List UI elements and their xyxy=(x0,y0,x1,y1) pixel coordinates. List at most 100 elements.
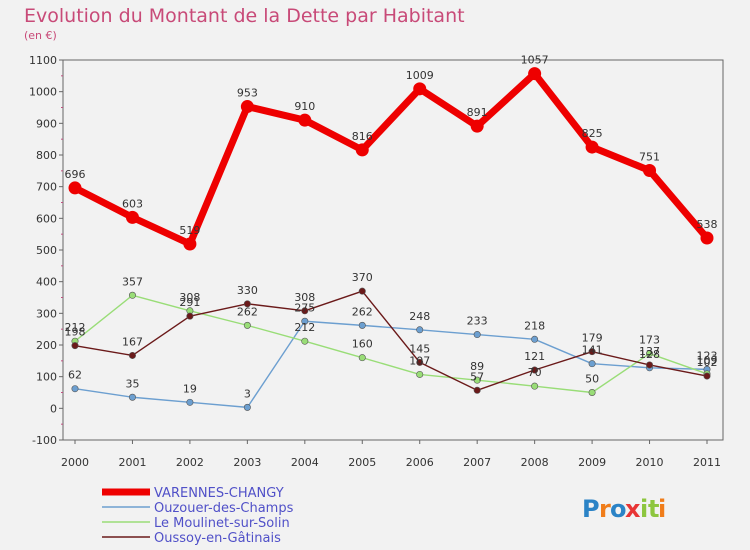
logo-letter: i xyxy=(658,495,666,523)
data-point xyxy=(301,307,309,315)
data-point xyxy=(416,326,424,334)
series-line xyxy=(71,70,711,248)
y-tick-label: 0 xyxy=(50,402,57,415)
data-label: 275 xyxy=(294,301,315,314)
data-point xyxy=(473,386,481,394)
data-label: 62 xyxy=(68,369,82,382)
series-2 xyxy=(71,291,711,396)
data-point xyxy=(643,164,657,178)
data-point xyxy=(358,354,366,362)
y-tick-label: 900 xyxy=(36,117,57,130)
logo-letter: i xyxy=(640,495,648,523)
data-label: 519 xyxy=(179,224,200,237)
series-0 xyxy=(68,67,714,251)
data-labels-layer: 62 35 19 3 275 262 248 233 218 141 128 123 212 357 308… xyxy=(65,54,718,401)
data-point xyxy=(301,317,309,325)
data-point xyxy=(646,361,654,369)
y-tick-label: 700 xyxy=(36,181,57,194)
data-label: 696 xyxy=(65,168,86,181)
data-label: 145 xyxy=(409,342,430,355)
series-line xyxy=(74,290,708,391)
x-tick-label: 2006 xyxy=(406,456,434,469)
y-tick-label: 800 xyxy=(36,149,57,162)
logo-letter: t xyxy=(648,495,659,523)
data-point xyxy=(298,113,312,127)
x-tick-label: 2002 xyxy=(176,456,204,469)
data-point xyxy=(700,231,714,245)
data-point xyxy=(585,140,599,154)
series-layer xyxy=(68,67,714,411)
data-point xyxy=(125,210,139,224)
data-label: 50 xyxy=(585,373,599,386)
x-tick-label: 2011 xyxy=(693,456,721,469)
legend-label: Oussoy-en-Gâtinais xyxy=(154,531,281,546)
data-point xyxy=(71,342,79,350)
x-tick-label: 2005 xyxy=(348,456,376,469)
data-point xyxy=(531,335,539,343)
data-point xyxy=(531,366,539,374)
x-tick-label: 2010 xyxy=(636,456,664,469)
data-label: 121 xyxy=(524,350,545,363)
data-point xyxy=(473,376,481,384)
logo-letter: r xyxy=(599,495,611,523)
data-label: 751 xyxy=(639,151,660,164)
data-label: 308 xyxy=(179,291,200,304)
data-point xyxy=(358,287,366,295)
data-label: 137 xyxy=(639,345,660,358)
data-label: 233 xyxy=(467,315,488,328)
x-tick-label: 2003 xyxy=(233,456,261,469)
x-tick-label: 2000 xyxy=(61,456,89,469)
y-tick-label: -100 xyxy=(32,434,57,447)
data-label: 179 xyxy=(582,332,603,345)
data-label: 167 xyxy=(122,335,143,348)
logo-letter: P xyxy=(582,495,600,523)
y-tick-label: 300 xyxy=(36,307,57,320)
data-point xyxy=(243,403,251,411)
series-line xyxy=(74,294,708,394)
data-point xyxy=(128,393,136,401)
data-label: 212 xyxy=(65,321,86,334)
data-label: 141 xyxy=(582,344,603,357)
data-label: 262 xyxy=(237,305,258,318)
data-label: 538 xyxy=(697,218,718,231)
data-point xyxy=(186,312,194,320)
data-label: 102 xyxy=(697,356,718,369)
y-tick-label: 1000 xyxy=(29,86,57,99)
data-point xyxy=(531,382,539,390)
y-tick-label: 500 xyxy=(36,244,57,257)
data-label: 308 xyxy=(294,291,315,304)
data-point xyxy=(413,82,427,96)
data-point xyxy=(68,181,82,195)
data-point xyxy=(355,143,369,157)
legend-label: VARENNES-CHANGY xyxy=(154,486,284,501)
y-tick-label: 1100 xyxy=(29,54,57,67)
data-point xyxy=(243,300,251,308)
data-point xyxy=(588,388,596,396)
data-label: 123 xyxy=(697,349,718,362)
data-label: 1009 xyxy=(406,69,434,82)
logo-letter: o xyxy=(610,495,627,523)
data-label: 3 xyxy=(244,387,251,400)
data-label: 816 xyxy=(352,130,373,143)
data-point xyxy=(71,385,79,393)
series-line xyxy=(74,320,708,409)
data-label: 173 xyxy=(639,334,660,347)
data-point xyxy=(588,360,596,368)
data-label: 19 xyxy=(183,382,197,395)
data-label: 160 xyxy=(352,338,373,351)
data-label: 248 xyxy=(409,310,430,323)
data-label: 953 xyxy=(237,87,258,100)
data-point xyxy=(301,337,309,345)
data-label: 370 xyxy=(352,271,373,284)
data-point xyxy=(473,331,481,339)
y-tick-label: 600 xyxy=(36,212,57,225)
data-label: 357 xyxy=(122,275,143,288)
logo-letter: x xyxy=(625,495,641,523)
chart-subtitle: (en €) xyxy=(24,29,57,42)
y-tick-label: 200 xyxy=(36,339,57,352)
x-tick-label: 2004 xyxy=(291,456,319,469)
data-label: 603 xyxy=(122,197,143,210)
